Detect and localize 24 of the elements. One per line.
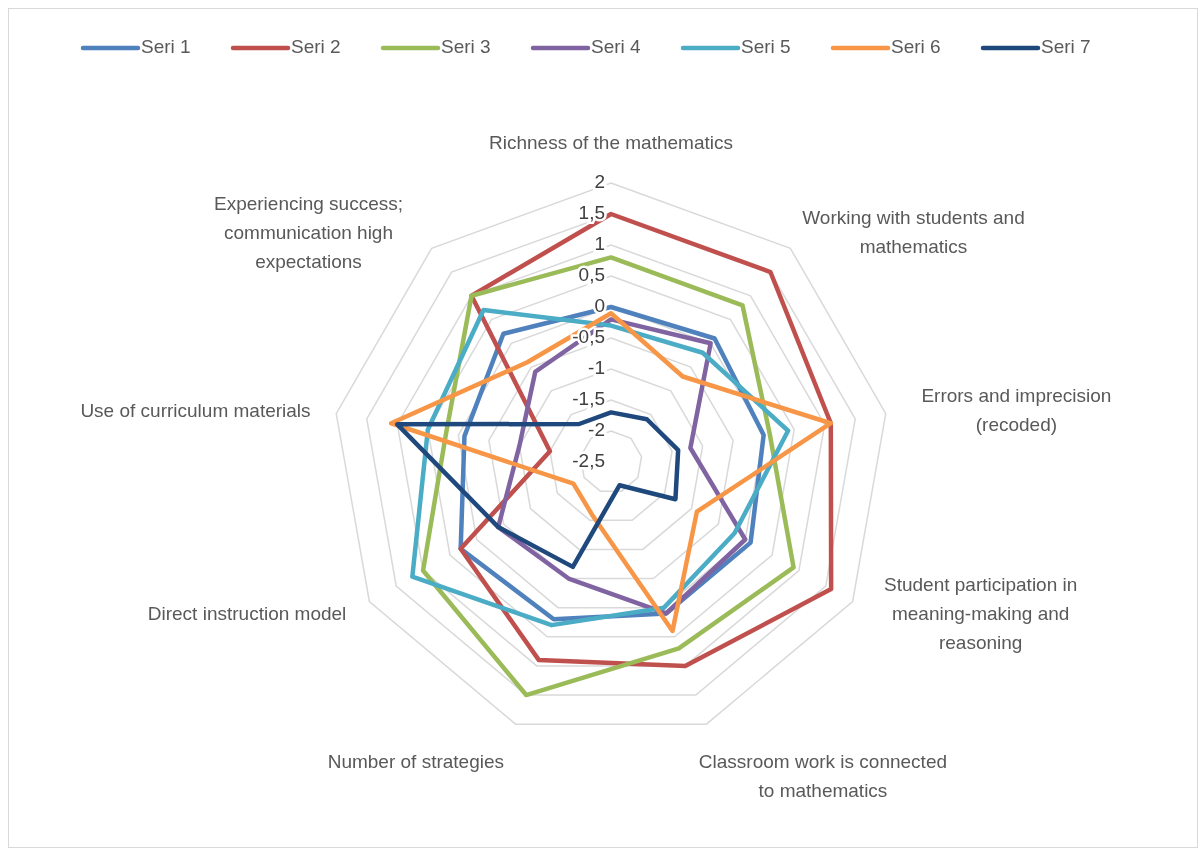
spoke-label: Student participation in meaning-making and reasoning: [884, 573, 1078, 653]
legend-label: Seri 6: [891, 36, 941, 58]
y-tick-label: -1: [588, 357, 605, 379]
spoke-label: Richness of the mathematics: [489, 132, 733, 154]
spoke-label: Number of strategies: [327, 751, 505, 773]
y-tick-label: -1,5: [572, 388, 605, 410]
y-tick-label: 1: [594, 233, 605, 255]
y-tick-label: 0,5: [578, 264, 605, 286]
legend-label: Seri 7: [1041, 36, 1091, 58]
y-tick-label: 2: [594, 171, 605, 193]
spoke-label: Experiencing success; communication high expectations: [214, 192, 404, 272]
spoke-label: Errors and imprecision (recoded): [921, 385, 1112, 436]
y-tick-label: -2: [588, 419, 605, 441]
spoke-label: Use of curriculum materials: [80, 399, 311, 421]
legend-label: Seri 3: [441, 36, 491, 58]
legend-label: Seri 5: [741, 36, 791, 58]
y-tick-label: 1,5: [578, 202, 605, 224]
spoke-label: Working with students and mathematics: [802, 207, 1025, 258]
legend-label: Seri 4: [591, 36, 642, 58]
legend-label: Seri 2: [291, 36, 341, 58]
spoke-label: Direct instruction model: [147, 602, 347, 624]
legend-label: Seri 1: [141, 36, 191, 58]
spoke-label: Classroom work is connected to mathematics: [698, 751, 948, 802]
y-tick-label: -2,5: [572, 450, 605, 472]
